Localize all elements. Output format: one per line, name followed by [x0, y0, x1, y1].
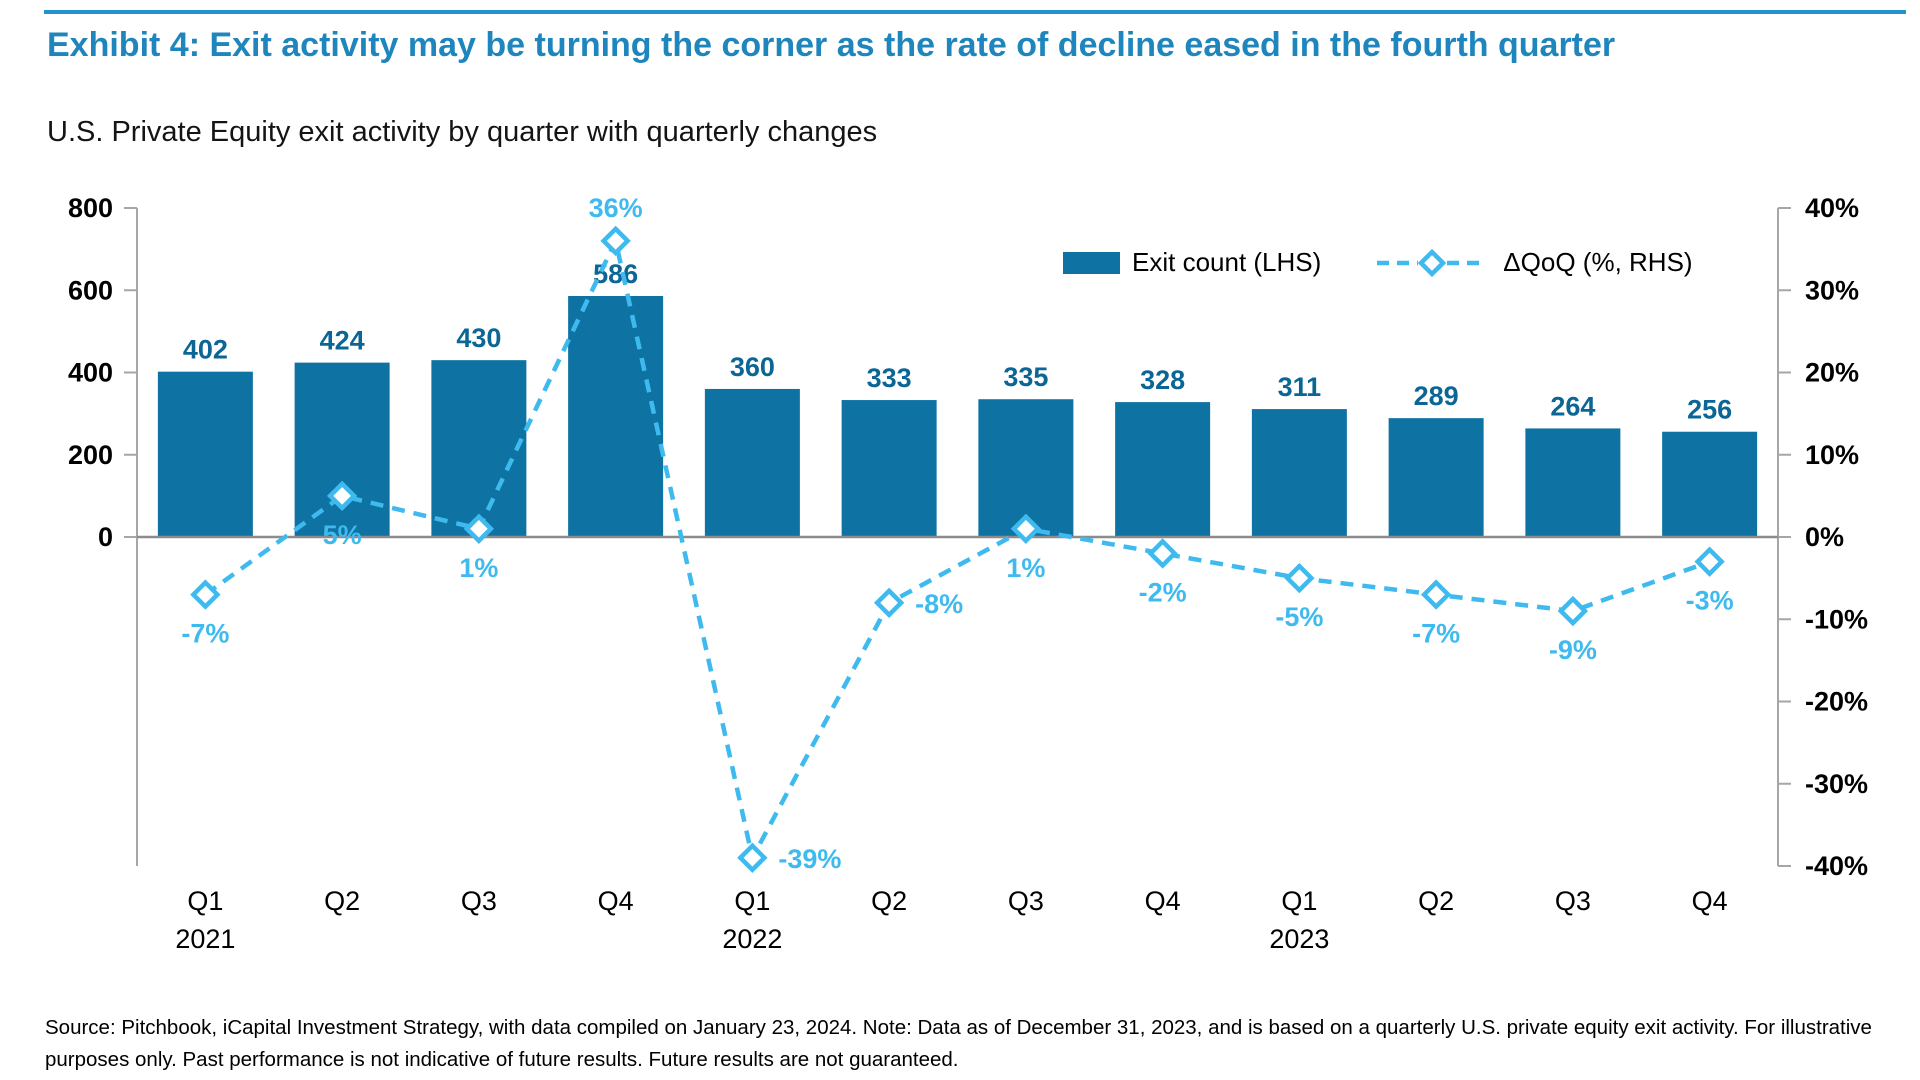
bar-value-label: 586	[593, 259, 638, 289]
x-axis-quarter-label: Q1	[734, 886, 770, 916]
bar-value-label: 289	[1414, 381, 1459, 411]
qoq-value-label: -7%	[1412, 619, 1460, 649]
line-series-glyph	[1377, 248, 1488, 277]
left-axis-tick-label: 800	[68, 193, 113, 223]
qoq-marker	[873, 587, 905, 618]
right-axis-tick-label: -40%	[1805, 851, 1868, 881]
x-axis-quarter-label: Q3	[1008, 886, 1044, 916]
legend-item-qoq: ΔQoQ (%, RHS)	[1373, 247, 1693, 278]
qoq-marker	[1694, 546, 1725, 577]
qoq-line	[204, 234, 1711, 865]
bar-value-label: 328	[1140, 365, 1185, 395]
bar-value-label: 256	[1687, 395, 1732, 425]
x-axis-quarter-label: Q2	[324, 886, 360, 916]
top-rule	[44, 10, 1906, 14]
qoq-value-label: -39%	[778, 844, 841, 874]
legend-item-exit-count: Exit count (LHS)	[1063, 247, 1321, 278]
x-axis-quarter-label: Q4	[1145, 886, 1181, 916]
qoq-value-label: -5%	[1275, 602, 1323, 632]
left-axis-tick-label: 0	[98, 522, 113, 552]
qoq-marker	[1147, 538, 1178, 569]
qoq-value-label: 5%	[323, 520, 362, 550]
bar	[1525, 428, 1621, 537]
bar	[568, 296, 664, 537]
bar-value-label: 430	[456, 323, 501, 353]
qoq-value-label: -9%	[1549, 635, 1597, 665]
x-axis-quarter-label: Q1	[1281, 886, 1317, 916]
left-axis-tick-label: 600	[68, 275, 113, 305]
bar-value-label: 333	[867, 363, 912, 393]
x-axis-quarter-label: Q2	[871, 886, 907, 916]
qoq-value-label: 36%	[589, 193, 643, 223]
bar	[431, 360, 527, 537]
bar	[157, 371, 253, 537]
bar	[1662, 431, 1758, 537]
right-axis-tick-label: 10%	[1805, 440, 1859, 470]
right-axis-tick-label: 0%	[1805, 522, 1844, 552]
x-axis-quarter-label: Q2	[1418, 886, 1454, 916]
qoq-marker	[326, 480, 358, 512]
qoq-marker	[1557, 595, 1589, 627]
bar-value-label: 424	[320, 326, 365, 356]
right-axis-tick-label: -20%	[1805, 687, 1868, 717]
x-axis-year-label: 2022	[722, 924, 782, 954]
qoq-marker	[737, 842, 768, 873]
qoq-marker	[190, 579, 221, 610]
left-axis-tick-label: 200	[68, 440, 113, 470]
line-series-label: ΔQoQ (%, RHS)	[1503, 247, 1693, 277]
source-note: Source: Pitchbook, iCapital Investment S…	[45, 1016, 1872, 1071]
bar-series-label: Exit count (LHS)	[1132, 247, 1322, 277]
right-axis-tick-label: -10%	[1805, 604, 1868, 634]
bar	[1115, 402, 1211, 537]
qoq-value-label: 1%	[459, 553, 498, 583]
left-axis-tick-label: 400	[68, 358, 113, 388]
qoq-marker	[463, 513, 495, 544]
bar-value-label: 360	[730, 352, 775, 382]
right-axis-tick-label: 40%	[1805, 193, 1859, 223]
x-axis-quarter-label: Q3	[461, 886, 497, 916]
bar-value-label: 335	[1003, 362, 1048, 392]
right-axis-tick-label: -30%	[1805, 769, 1868, 799]
bar-value-label: 402	[183, 335, 228, 365]
bar	[1251, 409, 1347, 537]
exhibit-subtitle: U.S. Private Equity exit activity by qua…	[47, 116, 878, 148]
x-axis-year-label: 2023	[1269, 924, 1329, 954]
qoq-value-label: -2%	[1139, 577, 1187, 607]
x-axis-year-label: 2021	[175, 924, 235, 954]
qoq-value-label: -7%	[181, 619, 229, 649]
qoq-value-label: 1%	[1006, 553, 1045, 583]
qoq-marker	[1420, 579, 1452, 610]
exhibit-title: Exhibit 4: Exit activity may be turning …	[47, 26, 1616, 64]
bar-value-label: 264	[1550, 391, 1595, 421]
bar	[1388, 418, 1484, 537]
right-axis-tick-label: 30%	[1805, 275, 1859, 305]
chart-legend: Exit count (LHS) ΔQoQ (%, RHS)	[1063, 247, 1693, 278]
bar-value-label: 311	[1278, 372, 1322, 402]
qoq-marker	[1010, 513, 1042, 544]
bar-series-swatch	[1063, 251, 1120, 274]
right-axis-tick-label: 20%	[1805, 358, 1859, 388]
qoq-value-label: -3%	[1686, 586, 1734, 616]
qoq-marker	[1284, 562, 1315, 594]
x-axis-quarter-label: Q3	[1555, 886, 1591, 916]
x-axis-quarter-label: Q1	[187, 886, 223, 916]
qoq-value-label: -8%	[915, 589, 963, 619]
bar	[841, 400, 937, 537]
qoq-marker	[600, 225, 631, 257]
bar	[704, 388, 800, 537]
x-axis-quarter-label: Q4	[598, 886, 634, 916]
x-axis-quarter-label: Q4	[1692, 886, 1728, 916]
